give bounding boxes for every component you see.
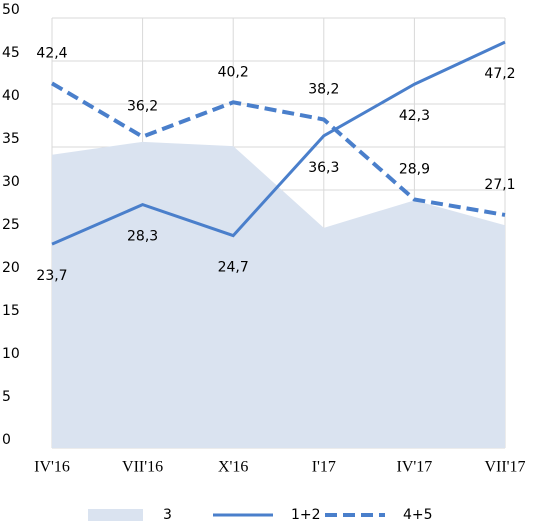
y-tick-label: 5 [2, 389, 11, 405]
data-label: 42,3 [399, 108, 430, 124]
x-tick-label: VII'16 [122, 459, 163, 476]
x-tick-label: IV'17 [397, 459, 433, 476]
y-tick-label: 50 [2, 2, 20, 18]
data-label: 28,9 [399, 161, 430, 177]
legend-label: 3 [163, 507, 172, 523]
data-label: 40,2 [218, 64, 249, 80]
legend-swatch [88, 509, 143, 521]
data-label: 47,2 [484, 66, 515, 82]
y-tick-label: 20 [2, 260, 20, 276]
y-tick-label: 10 [2, 346, 20, 362]
x-tick-label: I'17 [312, 459, 336, 476]
legend-label: 4+5 [403, 507, 433, 523]
x-tick-label: X'16 [218, 459, 248, 476]
line [51, 40, 506, 246]
data-label: 42,4 [36, 45, 67, 61]
y-tick-label: 25 [2, 217, 20, 233]
data-label: 38,2 [308, 81, 339, 97]
x-tick-label: VII'17 [484, 459, 525, 476]
y-tick-label: 45 [2, 45, 20, 61]
data-label: 27,1 [484, 177, 515, 193]
y-tick-label: 15 [2, 303, 20, 319]
y-tick-label: 35 [2, 131, 20, 147]
data-label: 36,3 [308, 160, 339, 176]
legend-label: 1+2 [291, 507, 321, 523]
y-tick-label: 30 [2, 174, 20, 190]
area [52, 141, 505, 448]
data-label: 28,3 [127, 229, 158, 245]
x-tick-label: IV'16 [34, 459, 70, 476]
data-label: 23,7 [36, 268, 67, 284]
y-tick-label: 40 [2, 88, 20, 104]
data-label: 36,2 [127, 99, 158, 115]
y-tick-label: 0 [2, 432, 11, 448]
data-label: 24,7 [218, 260, 249, 276]
